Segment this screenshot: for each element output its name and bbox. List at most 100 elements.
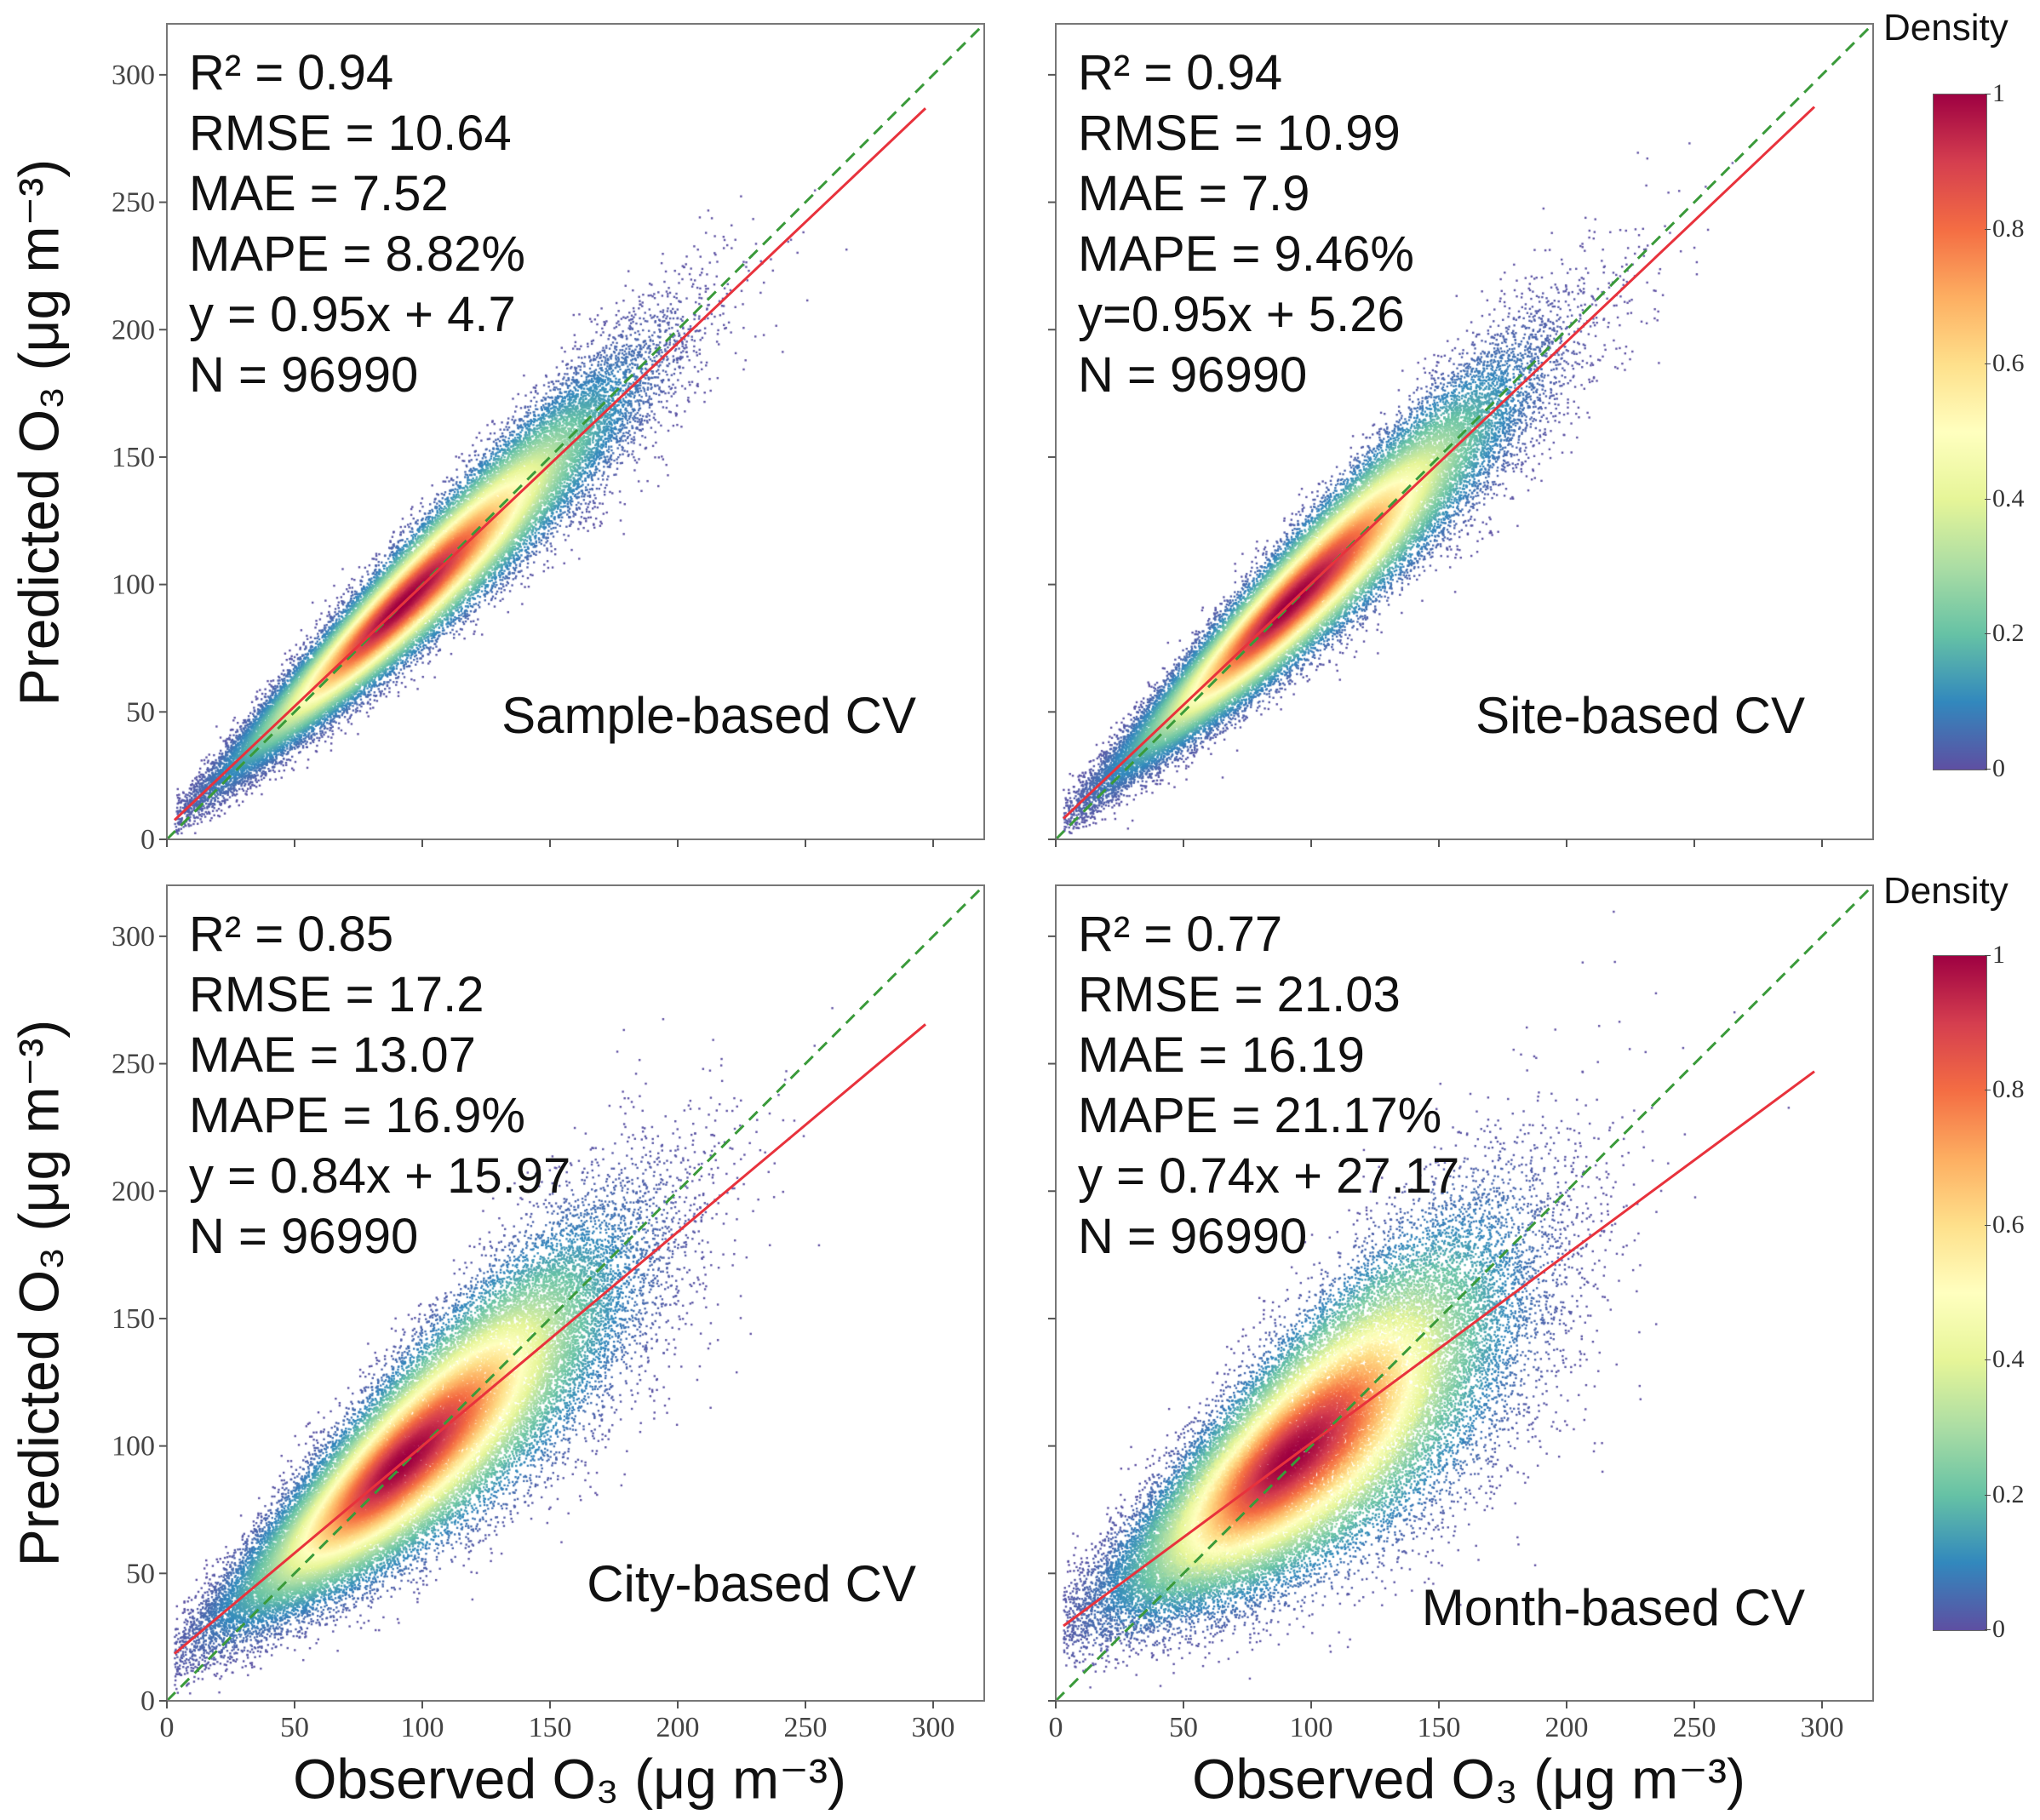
metric-line: MAE = 16.19 <box>1078 1027 1365 1083</box>
metrics-text: R² = 0.94 RMSE = 10.64 MAE = 7.52 MAPE = 8.… <box>189 43 525 405</box>
metric-line: MAPE = 16.9% <box>189 1088 525 1143</box>
x-tick-label: 250 <box>1673 1712 1716 1743</box>
plot-frame <box>1055 884 1874 1702</box>
metric-line: y=0.95x + 5.26 <box>1078 287 1405 342</box>
metrics-text: R² = 0.94 RMSE = 10.99 MAE = 7.9 MAPE = 9.4… <box>1078 43 1414 405</box>
colorbar-tick-label: 0.8 <box>1985 214 2025 243</box>
fit-line <box>1062 106 1816 820</box>
metric-line: MAPE = 8.82% <box>189 226 525 282</box>
x-axis-label: Observed O₃ (μg m⁻³) <box>293 1747 846 1811</box>
metric-line: R² = 0.94 <box>1078 45 1283 100</box>
metric-line: RMSE = 10.99 <box>1078 106 1401 161</box>
metric-line: MAPE = 9.46% <box>1078 226 1414 282</box>
colorbar-title: Density <box>1883 7 2008 49</box>
x-tick-label: 300 <box>912 1712 955 1743</box>
x-tick-label: 300 <box>1801 1712 1844 1743</box>
colorbar-tick-label: 1 <box>1985 941 2005 969</box>
metric-line: RMSE = 10.64 <box>189 106 512 161</box>
one-to-one-line <box>1054 884 1875 1703</box>
y-tick-label: 150 <box>112 442 155 473</box>
metric-line: R² = 0.77 <box>1078 907 1283 962</box>
x-tick-label: 50 <box>1169 1712 1198 1743</box>
colorbar-tick-label: 1 <box>1985 79 2005 107</box>
axes: 0 50 100 150 200 250 300 <box>1048 884 1875 1743</box>
y-tick-label: 50 <box>126 1558 155 1589</box>
colorbar-title: Density <box>1883 870 2008 912</box>
one-to-one-line <box>1054 22 1875 841</box>
colorbar <box>1933 94 1987 770</box>
plot-area <box>1048 22 1875 847</box>
y-tick-label: 250 <box>112 1049 155 1080</box>
panel-site-cv: R² = 0.94 RMSE = 10.99 MAE = 7.9 MAPE = 9.4… <box>1048 22 1875 847</box>
colorbar-tick-label: 0.2 <box>1985 619 2025 648</box>
colorbar-tick-label: 0.4 <box>1985 1345 2025 1374</box>
x-tick-label: 50 <box>280 1712 309 1743</box>
colorbar-tick-label: 0 <box>1985 754 2005 782</box>
x-tick-label: 0 <box>1049 1712 1063 1743</box>
x-tick-label: 250 <box>784 1712 828 1743</box>
metrics-text: R² = 0.85 RMSE = 17.2 MAE = 13.07 MAPE = 16… <box>189 904 570 1267</box>
x-tick-label: 150 <box>1418 1712 1461 1743</box>
colorbar-tick-label: 0.6 <box>1985 349 2025 378</box>
cv-label: Month-based CV <box>1421 1579 1805 1636</box>
x-axis-label: Observed O₃ (μg m⁻³) <box>1192 1747 1745 1811</box>
colorbar-tick-label: 0.4 <box>1985 484 2025 512</box>
metric-line: N = 96990 <box>1078 1209 1308 1264</box>
metric-line: N = 96990 <box>189 1209 419 1264</box>
cv-label: City-based CV <box>587 1555 916 1612</box>
fit-line <box>174 1023 926 1655</box>
colorbar-tick-label: 0.2 <box>1985 1479 2025 1508</box>
y-tick-label: 100 <box>112 1431 155 1462</box>
x-tick-label: 150 <box>529 1712 572 1743</box>
colorbar-tick-label: 0 <box>1985 1615 2005 1643</box>
colorbar <box>1933 955 1987 1631</box>
metric-line: y = 0.84x + 15.97 <box>189 1148 571 1204</box>
y-tick-label: 150 <box>112 1303 155 1335</box>
y-tick-label: 200 <box>112 1176 155 1207</box>
y-tick-label: 0 <box>140 824 155 856</box>
axes <box>1048 22 1875 847</box>
panel-city-cv: 0 50 100 150 200 250 300 0 50 100 150 200 250 300 R² … <box>112 884 986 1743</box>
metric-line: MAE = 7.52 <box>189 166 449 221</box>
metric-line: N = 96990 <box>1078 347 1308 403</box>
metric-line: RMSE = 21.03 <box>1078 967 1401 1022</box>
y-tick-label: 50 <box>126 696 155 728</box>
metric-line: y = 0.74x + 27.17 <box>1078 1148 1460 1204</box>
panel-month-cv: 0 50 100 150 200 250 300 R² = 0.77 RMSE = 21.03… <box>1048 884 1875 1743</box>
metrics-text: R² = 0.77 RMSE = 21.03 MAE = 16.19 MAPE = 2… <box>1078 904 1459 1267</box>
plot-frame <box>1055 23 1874 840</box>
cv-label: Sample-based CV <box>501 687 916 744</box>
one-to-one-line <box>165 884 986 1703</box>
y-tick-label: 250 <box>112 187 155 219</box>
plot-frame <box>166 884 985 1702</box>
metric-line: MAE = 7.9 <box>1078 166 1310 221</box>
panel-sample-cv: 0 50 100 150 200 250 300 R² = 0.94 RMSE = 10.64… <box>112 22 986 856</box>
metric-line: y = 0.95x + 4.7 <box>189 287 516 342</box>
axes: 0 50 100 150 200 250 300 0 50 100 150 200 250 300 <box>112 884 986 1743</box>
metric-line: N = 96990 <box>189 347 419 403</box>
y-tick-label: 200 <box>112 314 155 346</box>
plot-area: 0 50 100 150 200 250 300 <box>1048 884 1875 1743</box>
y-axis-label: Predicted O₃ (μg m⁻³) <box>7 158 71 707</box>
metric-line: MAE = 13.07 <box>189 1027 476 1083</box>
y-axis-label: Predicted O₃ (μg m⁻³) <box>7 1019 71 1567</box>
axes: 0 50 100 150 200 250 300 <box>112 22 986 856</box>
x-tick-label: 100 <box>1290 1712 1333 1743</box>
colorbar-tick-label: 0.6 <box>1985 1210 2025 1239</box>
y-tick-label: 100 <box>112 569 155 601</box>
one-to-one-line <box>165 22 986 841</box>
x-tick-label: 0 <box>160 1712 175 1743</box>
x-tick-label: 100 <box>401 1712 444 1743</box>
y-tick-label: 300 <box>112 921 155 953</box>
metric-line: R² = 0.85 <box>189 907 394 962</box>
x-tick-label: 200 <box>1545 1712 1589 1743</box>
y-tick-label: 300 <box>112 60 155 91</box>
y-tick-label: 0 <box>140 1686 155 1717</box>
plot-frame <box>166 23 985 840</box>
x-tick-label: 200 <box>656 1712 700 1743</box>
metric-line: MAPE = 21.17% <box>1078 1088 1442 1143</box>
cv-label: Site-based CV <box>1476 687 1805 744</box>
fit-line <box>1063 1070 1815 1628</box>
metric-line: RMSE = 17.2 <box>189 967 484 1022</box>
plot-area: 0 50 100 150 200 250 300 <box>112 22 986 856</box>
